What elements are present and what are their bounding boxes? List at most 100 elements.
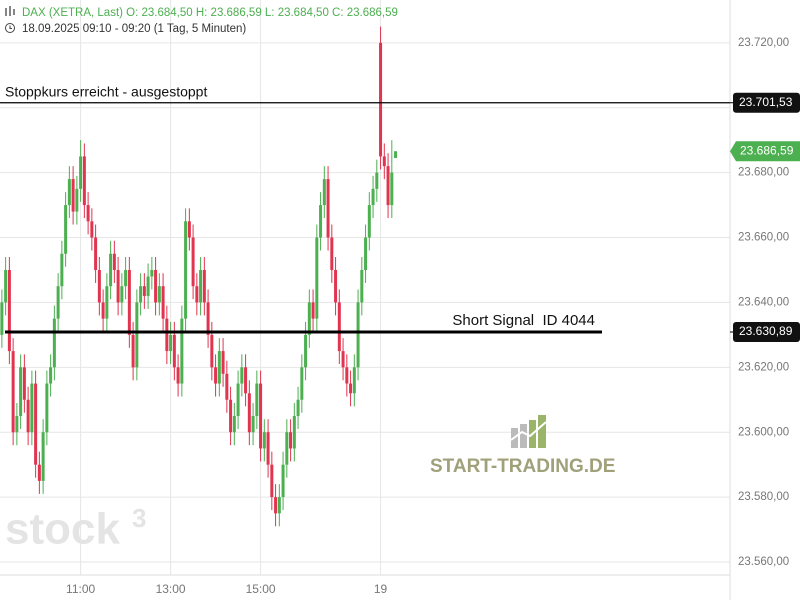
y-tick-label: 23.560,00 bbox=[738, 556, 789, 568]
candle-body bbox=[311, 302, 315, 319]
candle-body bbox=[15, 415, 19, 433]
candle-body bbox=[161, 286, 165, 319]
candle-body bbox=[19, 367, 23, 416]
candle-body bbox=[266, 432, 270, 465]
candle-body bbox=[165, 318, 169, 352]
candle-body bbox=[360, 269, 364, 303]
clock-hand bbox=[9, 25, 12, 29]
candle-body bbox=[146, 276, 150, 296]
candle-body bbox=[386, 166, 390, 206]
candle-body bbox=[236, 383, 240, 416]
candle-body bbox=[4, 269, 8, 303]
candle-body bbox=[240, 367, 244, 384]
y-tick-label: 23.580,00 bbox=[738, 491, 789, 503]
candle-body bbox=[116, 269, 120, 303]
candle-body bbox=[0, 302, 4, 335]
candle-body bbox=[86, 205, 90, 222]
y-tick-label: 23.680,00 bbox=[738, 167, 789, 179]
candle-body bbox=[37, 464, 41, 481]
candle-body bbox=[187, 221, 191, 238]
candle-body bbox=[262, 432, 266, 449]
candle-body bbox=[319, 205, 323, 238]
level-label: Short Signal ID 4044 bbox=[452, 312, 595, 329]
candle-body bbox=[82, 156, 86, 206]
candle-body bbox=[154, 269, 158, 303]
logo-icon bbox=[510, 415, 547, 448]
y-tick-label: 23.720,00 bbox=[738, 37, 789, 49]
candle-body bbox=[259, 383, 263, 449]
watermark-sup: 3 bbox=[132, 503, 146, 533]
candle-body bbox=[244, 367, 248, 394]
candle-body bbox=[326, 179, 330, 238]
candle-body bbox=[285, 432, 289, 465]
candle-body bbox=[382, 156, 386, 167]
candle-body bbox=[199, 269, 203, 303]
candle-body bbox=[176, 367, 180, 384]
candle-body bbox=[64, 205, 68, 254]
candle-body bbox=[75, 188, 79, 212]
candle-body bbox=[356, 302, 360, 368]
price-tag bbox=[730, 141, 800, 162]
candle-body bbox=[180, 318, 184, 384]
y-tick-label: 23.600,00 bbox=[738, 426, 789, 438]
candle-body bbox=[394, 151, 398, 159]
price-tag-label: 23.686,59 bbox=[740, 143, 794, 157]
candle-body bbox=[131, 334, 135, 368]
candle-body bbox=[135, 302, 139, 368]
candle-body bbox=[229, 399, 233, 433]
candle-body bbox=[255, 383, 259, 416]
candle-body bbox=[109, 253, 113, 287]
candle-body bbox=[79, 156, 83, 189]
price-tag bbox=[733, 92, 800, 113]
candle-body bbox=[274, 497, 278, 514]
candle-body bbox=[191, 237, 195, 287]
candle-body bbox=[315, 237, 319, 319]
candle-body bbox=[330, 237, 334, 270]
candle-body bbox=[277, 497, 281, 514]
candle-body bbox=[225, 373, 229, 400]
clock-icon bbox=[5, 23, 15, 33]
y-tick-label: 23.640,00 bbox=[738, 296, 789, 308]
candle-body bbox=[97, 269, 101, 303]
candle-body bbox=[94, 237, 98, 270]
candle-body bbox=[292, 415, 296, 449]
candle-body bbox=[157, 286, 161, 303]
watermark: stock bbox=[5, 505, 120, 554]
candle-body bbox=[217, 351, 221, 384]
candle-body bbox=[101, 302, 105, 319]
x-tick-label: 15:00 bbox=[246, 582, 276, 596]
subtitle: 18.09.2025 09:10 - 09:20 (1 Tag, 5 Minut… bbox=[22, 23, 246, 35]
price-tag-label: 23.630,89 bbox=[739, 324, 793, 338]
candle-body bbox=[90, 221, 94, 238]
candle-body bbox=[41, 432, 45, 481]
candle-body bbox=[120, 286, 124, 303]
candle-body bbox=[169, 334, 173, 352]
candle-body bbox=[26, 399, 30, 433]
candle-body bbox=[232, 415, 236, 433]
level-label: Stoppkurs erreicht - ausgestoppt bbox=[5, 83, 207, 99]
candle-body bbox=[221, 351, 225, 374]
logo-text: START-TRADING.DE bbox=[430, 456, 615, 477]
candle-body bbox=[124, 269, 128, 287]
candle-body bbox=[11, 351, 15, 433]
candle-body bbox=[352, 367, 356, 394]
candle-body bbox=[341, 351, 345, 368]
candle-body bbox=[60, 253, 64, 287]
price-tag bbox=[733, 321, 800, 342]
candle-body bbox=[270, 464, 274, 498]
candle-body bbox=[142, 286, 146, 296]
candle-body bbox=[139, 286, 143, 303]
candle-body bbox=[7, 269, 11, 352]
candle-body bbox=[367, 205, 371, 238]
candle-body bbox=[112, 253, 116, 270]
y-tick-label: 23.620,00 bbox=[738, 361, 789, 373]
candle-body bbox=[334, 269, 338, 303]
candle-body bbox=[304, 334, 308, 368]
candle-body bbox=[251, 415, 255, 433]
chart-title: DAX (XETRA, Last) O: 23.684,50 H: 23.686… bbox=[22, 7, 398, 19]
candle-body bbox=[296, 399, 300, 416]
candle-body bbox=[371, 188, 375, 206]
candle-body bbox=[345, 367, 349, 384]
